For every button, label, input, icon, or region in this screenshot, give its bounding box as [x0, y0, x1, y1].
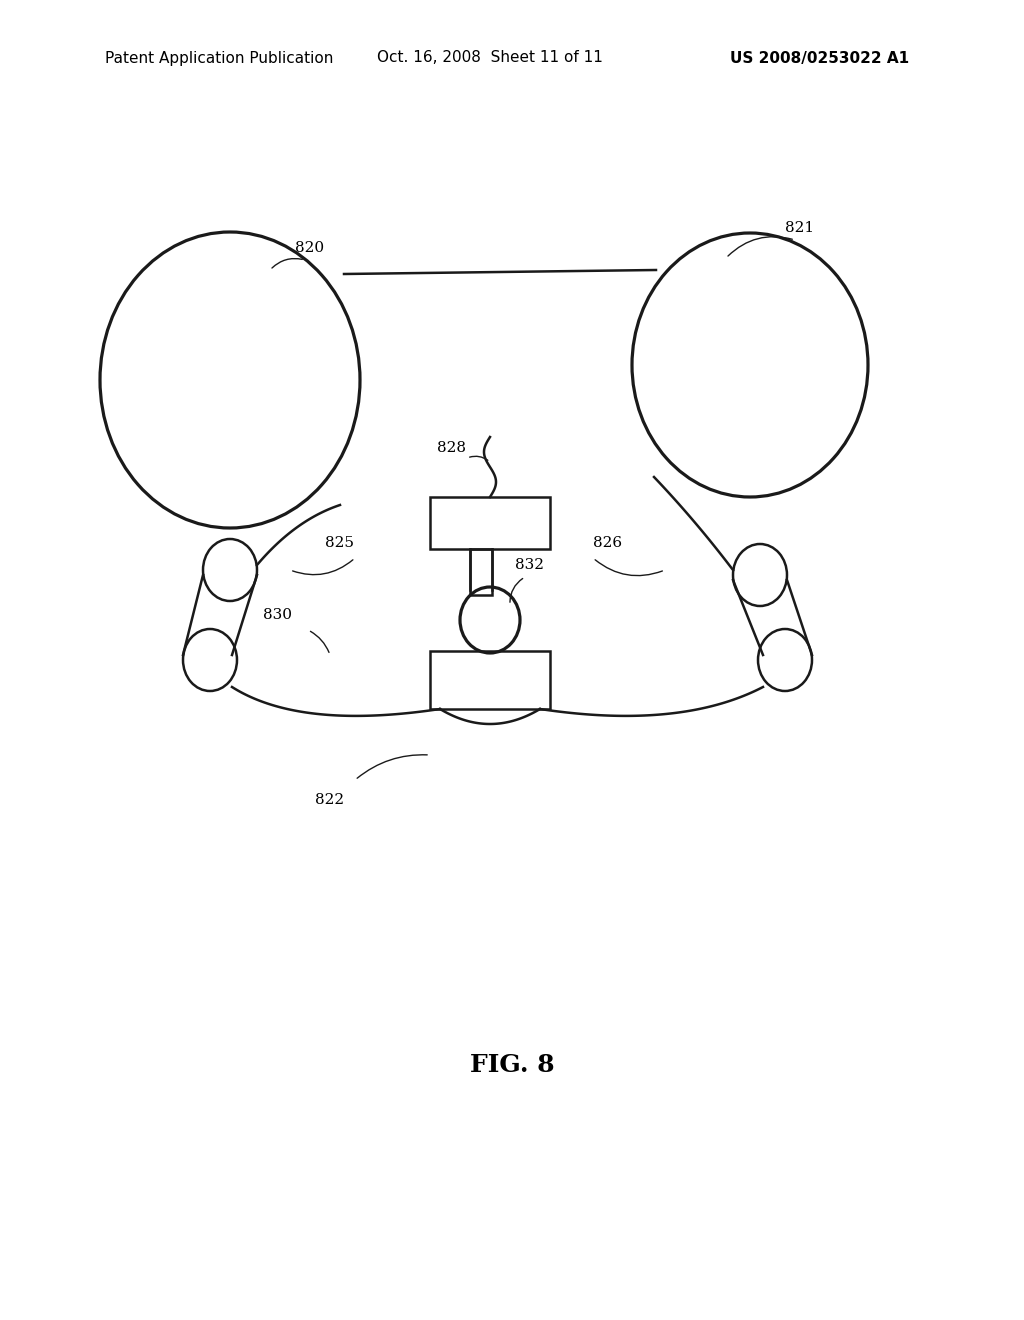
Text: 828: 828 — [437, 441, 467, 455]
Text: 825: 825 — [326, 536, 354, 550]
Text: 832: 832 — [515, 558, 545, 572]
Text: FIG. 8: FIG. 8 — [470, 1053, 554, 1077]
Bar — [430, 498, 550, 549]
Bar — [430, 651, 550, 709]
Text: 821: 821 — [785, 220, 814, 235]
Bar — [470, 549, 492, 595]
Text: Patent Application Publication: Patent Application Publication — [105, 50, 334, 66]
Text: 820: 820 — [296, 242, 325, 255]
Text: 830: 830 — [263, 609, 293, 622]
Text: 826: 826 — [594, 536, 623, 550]
Text: 822: 822 — [315, 793, 344, 807]
Text: Oct. 16, 2008  Sheet 11 of 11: Oct. 16, 2008 Sheet 11 of 11 — [377, 50, 603, 66]
Text: US 2008/0253022 A1: US 2008/0253022 A1 — [730, 50, 909, 66]
